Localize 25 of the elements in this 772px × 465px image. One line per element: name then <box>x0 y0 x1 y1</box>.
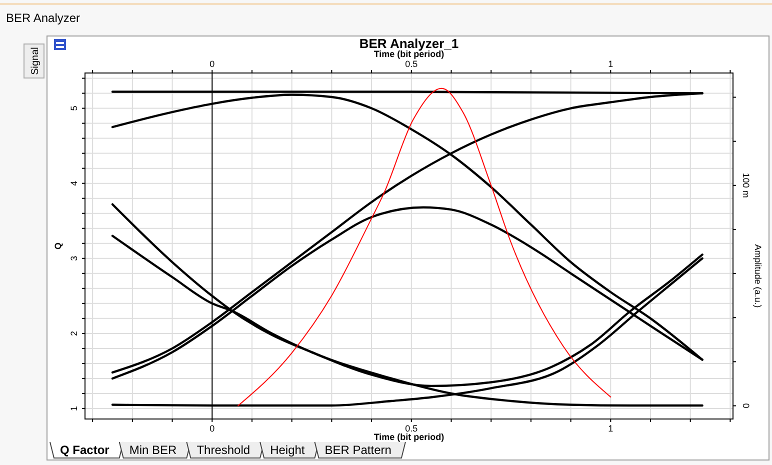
tab: Min BER <box>118 442 192 458</box>
x-axis-title: Time (bit period) <box>374 432 444 442</box>
y2-axis-title: Amplitude (a.u.) <box>753 244 763 308</box>
y2-tick-label: 0 <box>741 403 751 408</box>
chart-title: BER Analyzer_1 <box>359 36 459 51</box>
y2-tick-label: 100 m <box>741 172 751 198</box>
y-tick-label: 1 <box>69 406 79 411</box>
text: Signal <box>30 47 41 75</box>
x2-tick-label: 0 <box>210 423 215 434</box>
x-tick-label: 0 <box>210 59 215 69</box>
tab: Q Factor <box>50 442 124 458</box>
y-tick-label: 5 <box>69 106 79 111</box>
tab: Height <box>260 442 320 458</box>
x-tick-label: 0.5 <box>405 59 418 69</box>
x2-tick-label: 0.5 <box>405 423 418 434</box>
y-tick-label: 2 <box>69 330 79 336</box>
x2-tick-label: 1 <box>608 423 614 434</box>
y-tick-label: 3 <box>69 256 79 261</box>
tab: BER Pattern <box>314 442 406 458</box>
y-tick-label: 4 <box>69 180 79 186</box>
x2-axis-title: Time (bit period) <box>374 49 444 59</box>
x-tick-label: 1 <box>608 59 614 69</box>
y-axis-title: Q <box>53 242 63 250</box>
tab: Threshold <box>186 442 265 458</box>
text: BER Analyzer <box>6 11 80 25</box>
